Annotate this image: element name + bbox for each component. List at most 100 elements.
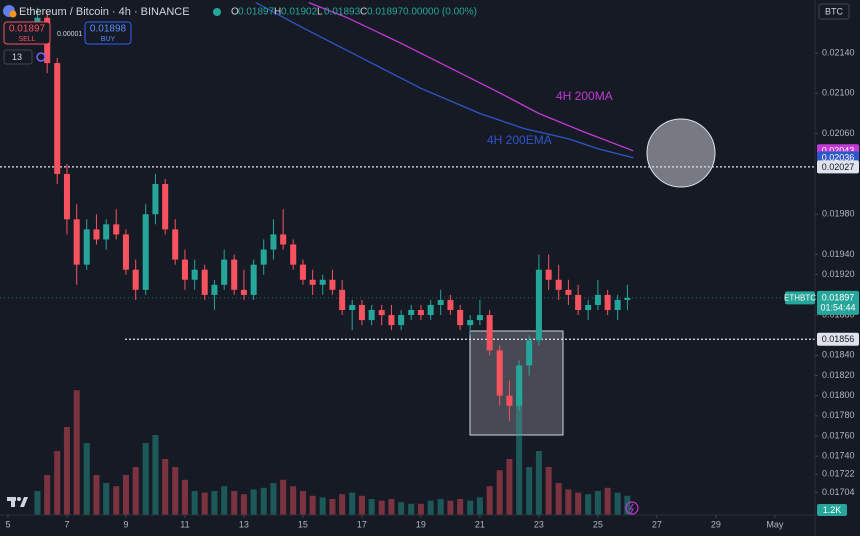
candle-body [585, 304, 592, 311]
volume-bar [231, 491, 238, 515]
settings-icon[interactable] [36, 52, 46, 62]
y-tick-label: 0.01760 [822, 430, 855, 440]
volume-bar [34, 491, 41, 515]
symbol-title: Ethereum / Bitcoin · 4h · BINANCE [19, 6, 190, 18]
y-tick-label: 0.01780 [822, 410, 855, 420]
volume-bar [201, 492, 208, 515]
symbol-tag-bg [785, 291, 815, 305]
candle-body [496, 350, 503, 396]
x-tick-label: 9 [123, 519, 128, 529]
candle-body [408, 310, 415, 316]
alert-icon[interactable] [625, 501, 639, 515]
volume-bar [506, 459, 513, 515]
buy-price[interactable]: 0.01898 [90, 24, 127, 35]
volume-bar [162, 459, 169, 515]
volume-bar [417, 503, 424, 515]
ma-price-tag: 0.02043 [822, 146, 855, 156]
volume-bar [614, 492, 621, 515]
price-tag-bg [817, 290, 859, 315]
volume-bar [427, 500, 434, 515]
volume-bar [152, 435, 159, 515]
volume-bar [83, 443, 90, 515]
candle-body [555, 279, 562, 290]
y-tick-label: 0.02140 [822, 47, 855, 57]
alert-icon [629, 503, 634, 514]
ohlc-value: 0.01893 [324, 7, 361, 18]
x-tick-label: 7 [64, 519, 69, 529]
candle-body [486, 315, 493, 351]
currency-box[interactable] [818, 3, 850, 20]
y-tick-label: 0.01740 [822, 451, 855, 461]
x-tick-label: 29 [711, 519, 721, 529]
sell-button[interactable] [3, 21, 51, 45]
x-tick-label: 15 [298, 519, 308, 529]
volume-bar [358, 495, 365, 515]
level-price-tag: 0.01856 [822, 334, 855, 344]
volume-bar [467, 500, 474, 515]
candle-body [506, 395, 513, 406]
volume-bar [339, 494, 346, 515]
candle-body [349, 304, 356, 311]
x-tick-label: 19 [416, 519, 426, 529]
volume-bar [565, 489, 572, 515]
volume-bar [526, 467, 533, 515]
indicator-count[interactable]: 13 [12, 52, 22, 62]
ohlc-readout: O 0.01897 H 0.01902 L 0.01893 C 0.01897 0.00000 … [231, 7, 477, 18]
ma-price-tag: 0.02036 [822, 153, 855, 163]
candle-body [63, 173, 70, 220]
volume-bar [93, 475, 100, 515]
volume-bar [496, 470, 503, 515]
y-tick-label: 0.01980 [822, 209, 855, 219]
buy-label[interactable]: BUY [101, 36, 116, 43]
candle-body [231, 259, 238, 290]
ohlc-change: 0.00000 (0.00%) [403, 7, 477, 18]
x-tick-label: 21 [475, 519, 485, 529]
volume-bar [191, 491, 198, 515]
x-tick-label: 13 [239, 519, 249, 529]
candle-body [73, 219, 80, 265]
candle-body [113, 224, 120, 235]
candle-body [604, 294, 611, 311]
candle-body [526, 340, 533, 366]
candle-body [358, 304, 365, 321]
candle-body [290, 244, 297, 265]
y-tick-label: 0.01840 [822, 350, 855, 360]
ohlc-label: C [360, 7, 367, 18]
candle-body [417, 310, 424, 316]
y-tick-label: 0.01704 [822, 487, 855, 497]
candle-body [368, 310, 375, 321]
candle-body [565, 289, 572, 295]
candle-body [162, 184, 169, 230]
buy-button[interactable] [84, 21, 132, 45]
volume-bar [437, 499, 444, 515]
ohlc-value: 0.01902 [281, 7, 318, 18]
candle-body [54, 63, 61, 174]
volume-bar [309, 495, 316, 515]
volume-bar [142, 443, 149, 515]
volume-bar [378, 500, 385, 515]
candle-body [388, 315, 395, 326]
volume-bar [280, 479, 287, 515]
sell-label[interactable]: SELL [18, 36, 35, 43]
volume-bar [290, 486, 297, 515]
volume-bar [476, 497, 483, 515]
volume-bar [299, 491, 306, 515]
volume-bar [585, 494, 592, 515]
candle-body [181, 259, 188, 280]
symbol-logo [9, 10, 17, 18]
status-dot [213, 8, 221, 16]
candle-body [378, 310, 385, 316]
candle-body [211, 284, 218, 295]
volume-bar [132, 467, 139, 515]
volume-bar [545, 467, 552, 515]
currency[interactable]: BTC [825, 6, 844, 16]
sell-price[interactable]: 0.01897 [9, 24, 46, 35]
x-tick-label: 25 [593, 519, 603, 529]
volume-bar [516, 395, 523, 515]
axis-layer: 0.02140 0.02100 0.02060 0.01980 0.01940 0.019… [5, 47, 859, 529]
indicator-toggle[interactable] [3, 49, 33, 65]
annotation: 4H 200MA [556, 89, 613, 103]
volume-bar [604, 487, 611, 515]
